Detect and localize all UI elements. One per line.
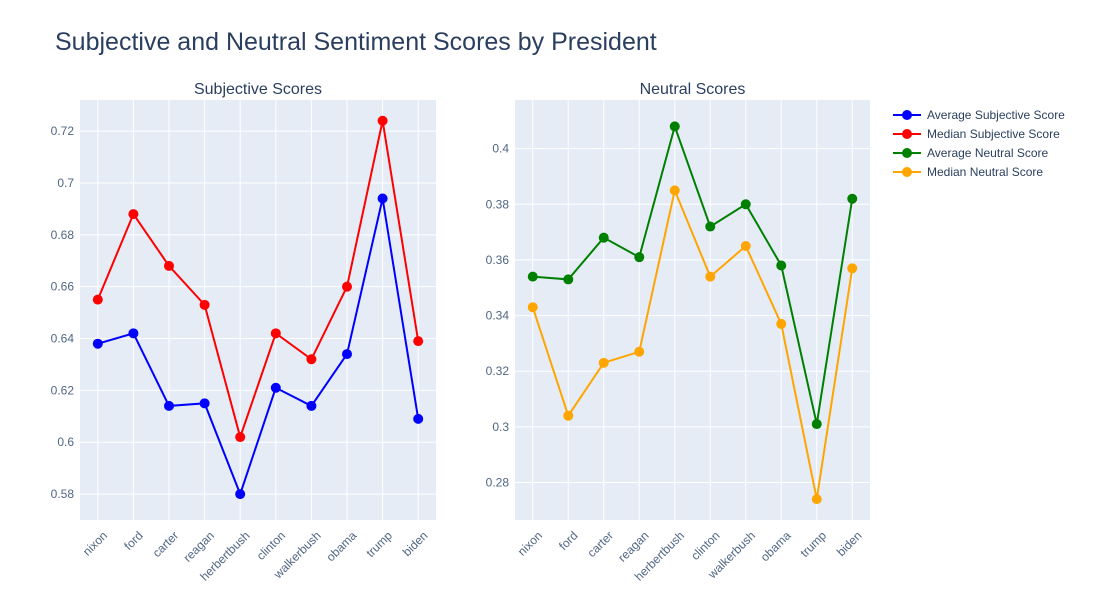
plot-area: [80, 100, 436, 520]
legend-item: Average Neutral Score: [893, 146, 1049, 160]
data-point: [705, 271, 716, 282]
x-tick-label: trump: [797, 528, 829, 560]
data-point: [128, 209, 139, 220]
x-tick-label: trump: [363, 528, 395, 560]
subplot-title: Subjective Scores: [194, 81, 322, 98]
legend-item: Median Subjective Score: [893, 127, 1060, 141]
data-point: [306, 400, 317, 411]
data-point: [634, 252, 645, 263]
data-point: [306, 354, 317, 365]
data-point: [270, 382, 281, 393]
data-point: [199, 299, 210, 310]
series-line: [532, 123, 854, 425]
y-tick-label: 0.7: [57, 176, 74, 190]
data-point: [92, 294, 103, 305]
y-tick-label: 0.66: [51, 280, 75, 294]
data-point: [563, 410, 574, 421]
data-point: [413, 413, 424, 424]
x-tick-label: nixon: [515, 528, 545, 558]
y-tick-label: 0.28: [486, 475, 510, 489]
x-tick-label: carter: [584, 528, 616, 560]
x-tick-label: ford: [121, 528, 146, 553]
x-tick-label: biden: [400, 528, 431, 559]
data-point: [705, 221, 716, 232]
series-average-subjective-score: [92, 193, 424, 500]
y-tick-label: 0.64: [51, 332, 75, 346]
legend-marker: [902, 167, 912, 177]
x-tick-label: carter: [150, 528, 182, 560]
legend-label: Average Neutral Score: [927, 146, 1049, 160]
data-point: [776, 318, 787, 329]
y-tick-label: 0.36: [486, 253, 510, 267]
data-point: [598, 232, 609, 243]
legend-marker: [902, 129, 912, 139]
x-tick-label: clinton: [254, 528, 288, 562]
data-point: [634, 346, 645, 357]
x-tick-label: nixon: [80, 528, 110, 558]
data-point: [199, 398, 210, 409]
series-average-neutral-score: [527, 121, 858, 430]
legend-label: Median Subjective Score: [927, 127, 1060, 141]
data-point: [92, 338, 103, 349]
y-tick-label: 0.4: [492, 142, 509, 156]
data-point: [669, 121, 680, 132]
data-point: [563, 274, 574, 285]
x-tick-label: obama: [758, 528, 794, 564]
y-tick-label: 0.72: [51, 124, 75, 138]
x-tick-label: clinton: [688, 528, 722, 562]
subplot-title: Neutral Scores: [640, 81, 746, 98]
data-point: [811, 419, 822, 430]
data-point: [377, 115, 388, 126]
x-tick-label: ford: [556, 528, 581, 553]
data-point: [527, 302, 538, 313]
data-point: [776, 260, 787, 271]
y-tick-label: 0.3: [492, 420, 509, 434]
data-point: [164, 260, 174, 271]
series-median-subjective-score: [92, 115, 424, 443]
y-tick-label: 0.38: [486, 197, 510, 211]
data-point: [342, 349, 352, 360]
data-point: [235, 489, 246, 500]
subplot-2: 0.28 0.3 0.32 0.34 0.36 0.38 0.4 nixon ford carte…: [486, 81, 870, 584]
plot-area: [515, 100, 870, 520]
y-tick-label: 0.58: [51, 487, 75, 501]
y-tick-label: 0.6: [57, 435, 74, 449]
data-point: [235, 432, 246, 443]
series-line: [97, 198, 420, 498]
legend-item: Median Neutral Score: [893, 165, 1043, 179]
y-tick-label: 0.32: [486, 364, 510, 378]
series-line: [96, 120, 420, 441]
data-point: [377, 193, 388, 204]
data-point: [413, 336, 424, 347]
data-point: [847, 193, 858, 204]
data-point: [164, 400, 174, 411]
legend-label: Median Neutral Score: [927, 165, 1043, 179]
data-point: [811, 494, 822, 505]
data-point: [847, 263, 858, 274]
y-tick-label: 0.68: [51, 228, 75, 242]
series-line: [531, 187, 854, 500]
legend-item: Average Subjective Score: [893, 108, 1065, 122]
data-point: [128, 328, 139, 339]
y-tick-label: 0.34: [486, 309, 510, 323]
x-tick-label: biden: [834, 528, 865, 559]
legend-label: Average Subjective Score: [927, 108, 1065, 122]
data-point: [740, 241, 751, 252]
data-point: [669, 185, 680, 196]
data-point: [740, 199, 751, 210]
x-tick-label: obama: [323, 528, 359, 564]
data-point: [527, 271, 538, 282]
chart-legend: Average Subjective Score Median Subjectiv…: [893, 108, 1065, 179]
data-point: [342, 281, 352, 292]
legend-marker: [902, 148, 912, 158]
data-point: [598, 357, 609, 368]
data-point: [270, 328, 281, 339]
y-tick-label: 0.62: [51, 383, 75, 397]
series-median-neutral-score: [527, 185, 858, 505]
legend-marker: [902, 110, 912, 120]
chart-title: Subjective and Neutral Sentiment Scores …: [55, 28, 657, 56]
